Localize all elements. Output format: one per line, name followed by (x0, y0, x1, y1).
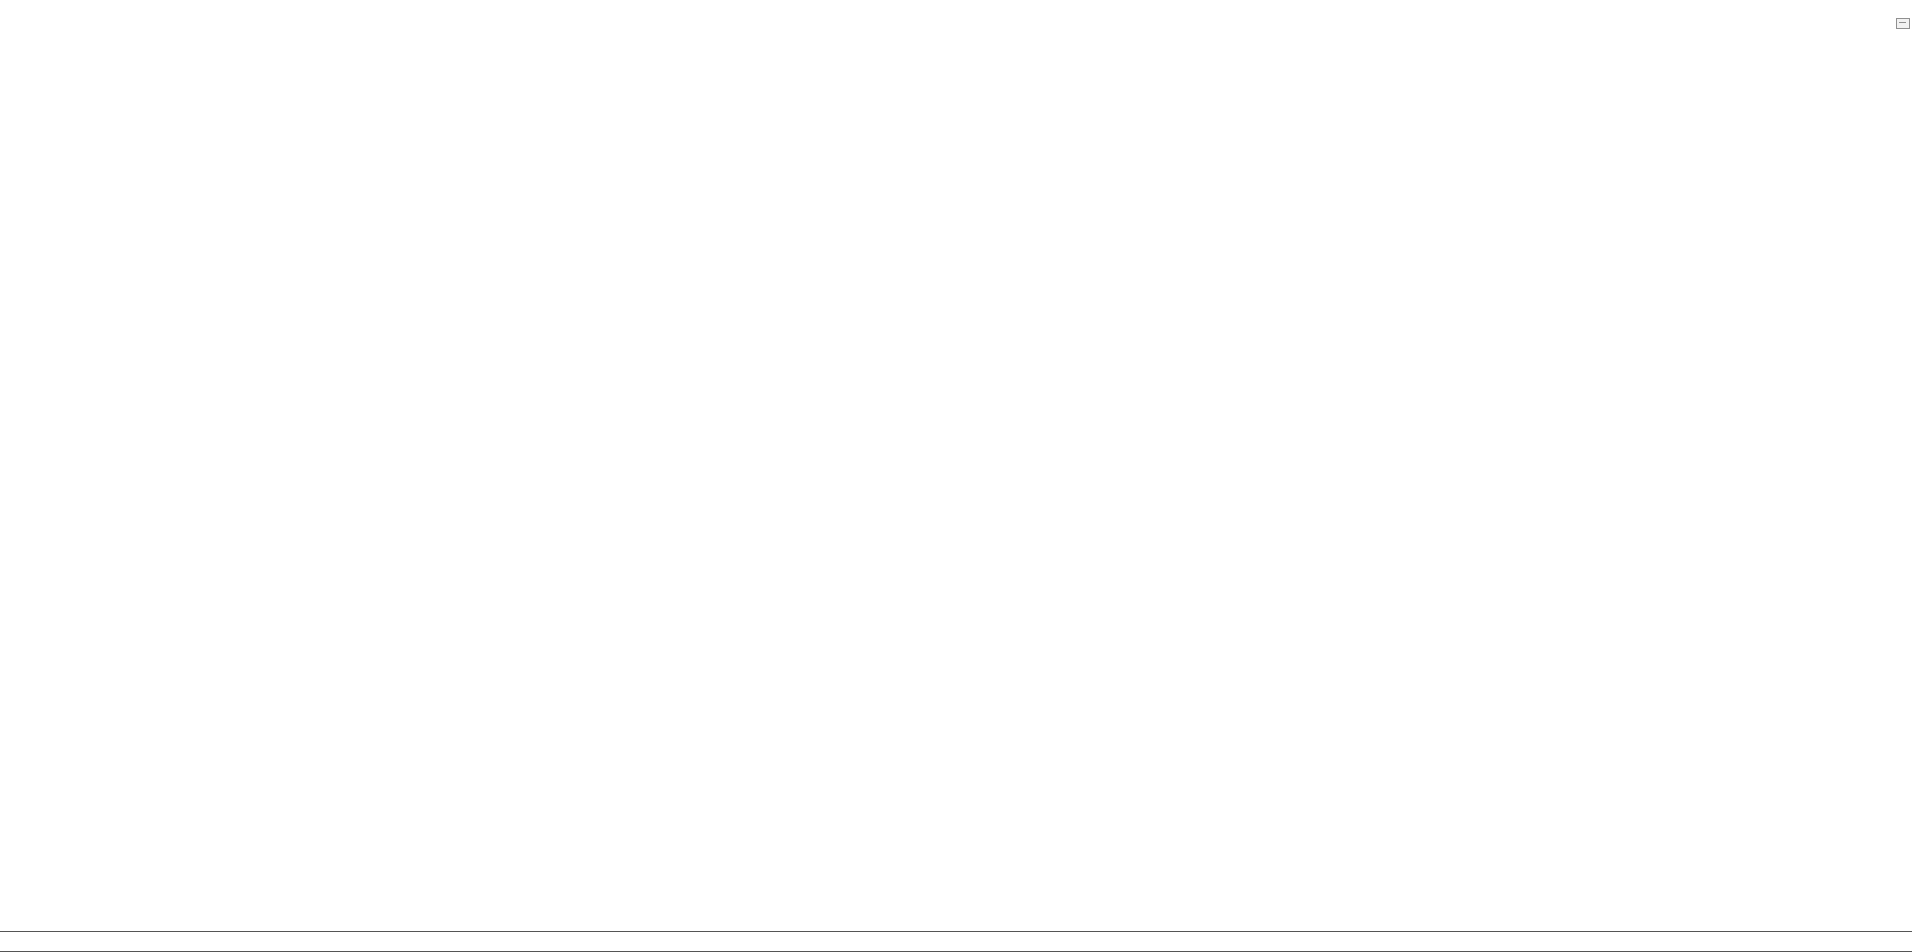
bottom-date-axis (0, 931, 1912, 952)
panel-toggle-icon[interactable] (1896, 18, 1910, 29)
last-price-badge (1849, 0, 1911, 15)
